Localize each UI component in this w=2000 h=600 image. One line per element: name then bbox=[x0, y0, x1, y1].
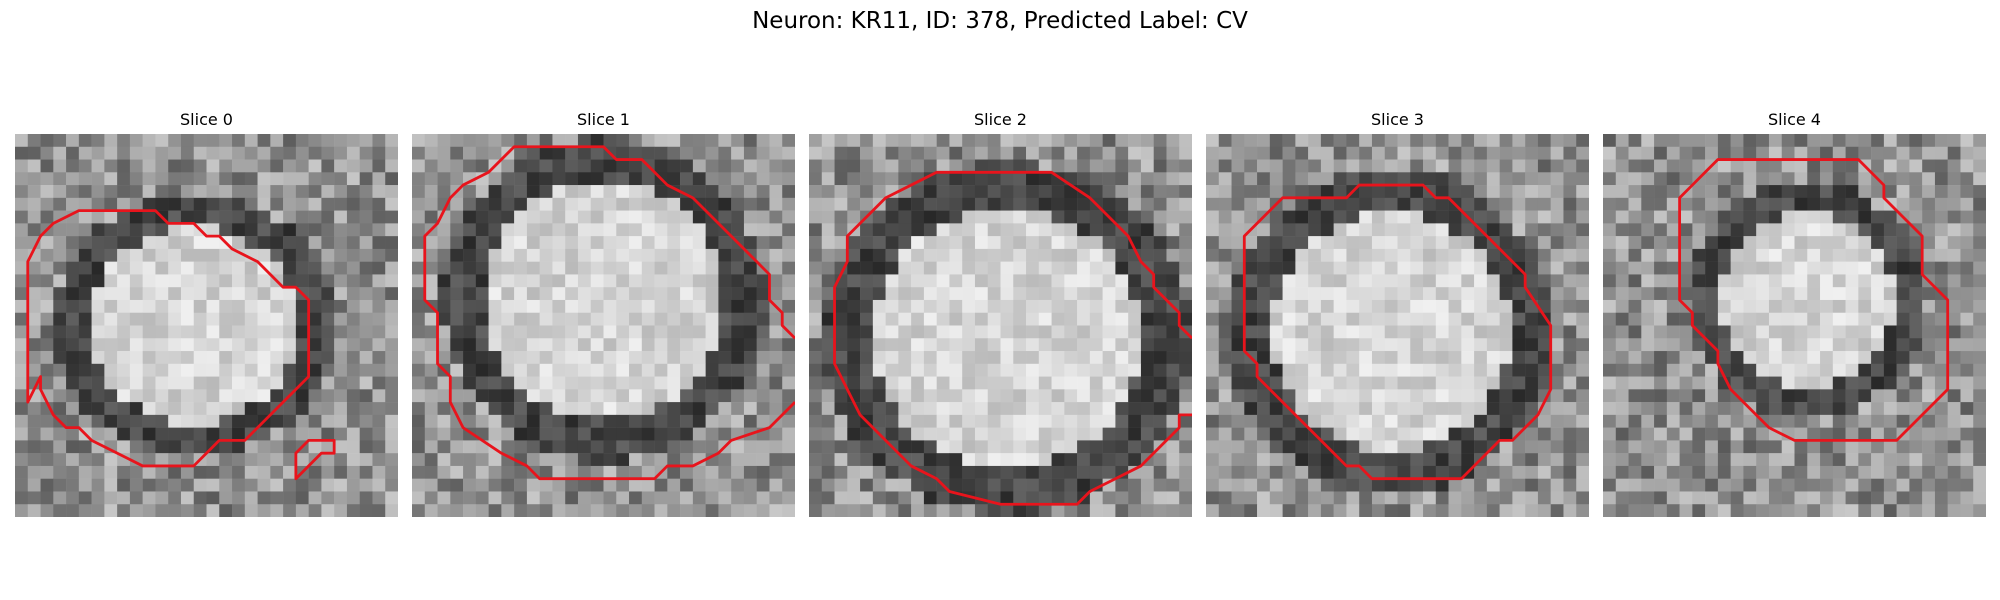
slice-title-1: Slice 1 bbox=[577, 110, 630, 129]
slice-panel-0: Slice 0 bbox=[15, 110, 398, 517]
slice-title-3: Slice 3 bbox=[1371, 110, 1424, 129]
contour-line bbox=[1242, 183, 1553, 481]
slice-image-2 bbox=[809, 134, 1192, 517]
slice-panel-4: Slice 4 bbox=[1603, 110, 1986, 517]
slice-title-4: Slice 4 bbox=[1768, 110, 1821, 129]
contour-line bbox=[833, 170, 1192, 506]
slice-panel-1: Slice 1 bbox=[412, 110, 795, 517]
slice-panel-3: Slice 3 bbox=[1206, 110, 1589, 517]
contour-line bbox=[294, 438, 336, 481]
slice-image-1 bbox=[412, 134, 795, 517]
slice-title-2: Slice 2 bbox=[974, 110, 1027, 129]
contour-line bbox=[26, 209, 311, 468]
slice-panel-2: Slice 2 bbox=[809, 110, 1192, 517]
figure-title: Neuron: KR11, ID: 378, Predicted Label: … bbox=[752, 8, 1248, 34]
slice-image-4 bbox=[1603, 134, 1986, 517]
slice-title-0: Slice 0 bbox=[180, 110, 233, 129]
contour-line bbox=[423, 145, 795, 481]
slice-image-0 bbox=[15, 134, 398, 517]
contour-line bbox=[1678, 158, 1950, 442]
slice-image-3 bbox=[1206, 134, 1589, 517]
